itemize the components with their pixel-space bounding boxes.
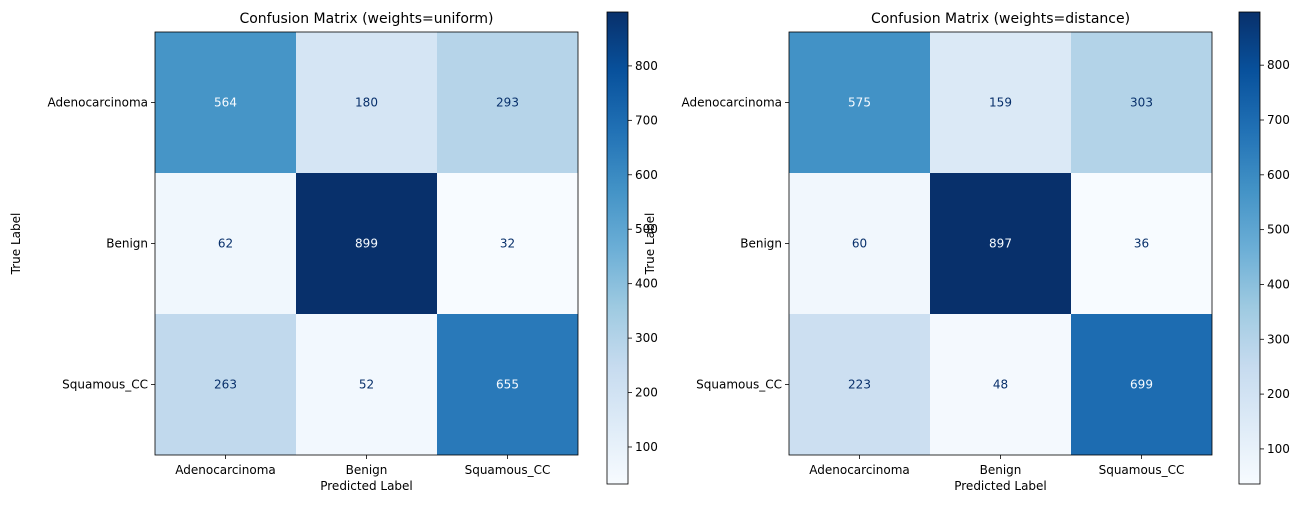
x-tick-label: Benign bbox=[346, 463, 388, 477]
x-axis-label: Predicted Label bbox=[320, 479, 413, 493]
colorbar-tick-label: 600 bbox=[1267, 168, 1290, 182]
confusion-matrix-panel-2 bbox=[789, 32, 1212, 455]
colorbar-tick-label: 600 bbox=[635, 168, 658, 182]
chart-title: Confusion Matrix (weights=uniform) bbox=[239, 11, 493, 27]
chart-title: Confusion Matrix (weights=distance) bbox=[871, 11, 1130, 27]
x-tick-label: Adenocarcinoma bbox=[175, 463, 276, 477]
colorbar-tick-label: 800 bbox=[635, 59, 658, 73]
colorbar bbox=[1238, 11, 1261, 485]
cell-value-label: 159 bbox=[989, 96, 1012, 110]
matrix-cell-r2-c0 bbox=[155, 314, 296, 455]
y-tick-label: Benign bbox=[740, 237, 782, 251]
cell-value-label: 575 bbox=[848, 96, 871, 110]
y-axis-label: True Label bbox=[643, 213, 657, 276]
cell-value-label: 180 bbox=[355, 96, 378, 110]
cell-value-label: 897 bbox=[989, 237, 1012, 251]
colorbar-tick-label: 200 bbox=[635, 386, 658, 400]
y-tick-label: Adenocarcinoma bbox=[48, 96, 149, 110]
matrix-cell-r1-c1 bbox=[930, 173, 1071, 314]
matrix-cell-r1-c1 bbox=[296, 173, 437, 314]
matrix-cell-r2-c1 bbox=[930, 314, 1071, 455]
cell-value-label: 223 bbox=[848, 378, 871, 392]
matrix-cell-r2-c0 bbox=[789, 314, 930, 455]
cell-value-label: 62 bbox=[218, 237, 233, 251]
matrix-cell-r0-c1 bbox=[296, 32, 437, 173]
colorbar-tick-label: 500 bbox=[1267, 223, 1290, 237]
colorbar-tick-label: 300 bbox=[1267, 332, 1290, 346]
matrix-cell-r0-c2 bbox=[437, 32, 578, 173]
matrix-cell-r0-c1 bbox=[930, 32, 1071, 173]
cell-value-label: 655 bbox=[496, 378, 519, 392]
matrix-cell-r0-c0 bbox=[155, 32, 296, 173]
colorbar-tick-label: 400 bbox=[1267, 277, 1290, 291]
cell-value-label: 564 bbox=[214, 96, 237, 110]
cell-value-label: 48 bbox=[993, 378, 1008, 392]
cell-value-label: 36 bbox=[1134, 237, 1149, 251]
matrix-cell-r1-c2 bbox=[1071, 173, 1212, 314]
x-tick-label: Squamous_CC bbox=[1099, 463, 1185, 477]
colorbar-tick-label: 800 bbox=[1267, 58, 1290, 72]
x-axis-label: Predicted Label bbox=[954, 479, 1047, 493]
x-tick-label: Squamous_CC bbox=[465, 463, 551, 477]
cell-value-label: 699 bbox=[1130, 378, 1153, 392]
matrix-cell-r1-c2 bbox=[437, 173, 578, 314]
colorbar-tick-label: 200 bbox=[1267, 387, 1290, 401]
cell-value-label: 60 bbox=[852, 237, 867, 251]
cell-value-label: 32 bbox=[500, 237, 515, 251]
y-tick-label: Squamous_CC bbox=[62, 378, 148, 392]
matrix-cell-r2-c1 bbox=[296, 314, 437, 455]
matrix-cell-r2-c2 bbox=[437, 314, 578, 455]
matrix-cell-r2-c2 bbox=[1071, 314, 1212, 455]
colorbar-tick-label: 300 bbox=[635, 331, 658, 345]
cell-value-label: 293 bbox=[496, 96, 519, 110]
cell-value-label: 899 bbox=[355, 237, 378, 251]
matrix-cell-r1-c0 bbox=[155, 173, 296, 314]
matrix-cell-r1-c0 bbox=[789, 173, 930, 314]
colorbar-tick-label: 100 bbox=[635, 440, 658, 454]
colorbar-tick-label: 100 bbox=[1267, 442, 1290, 456]
colorbar-tick-label: 500 bbox=[635, 222, 658, 236]
cell-value-label: 52 bbox=[359, 378, 374, 392]
matrix-cell-r0-c0 bbox=[789, 32, 930, 173]
colorbar-tick-label: 700 bbox=[1267, 113, 1290, 127]
y-tick-label: Benign bbox=[106, 237, 148, 251]
x-tick-label: Benign bbox=[980, 463, 1022, 477]
y-tick-label: Adenocarcinoma bbox=[682, 96, 783, 110]
x-tick-label: Adenocarcinoma bbox=[809, 463, 910, 477]
confusion-matrix-panel-1 bbox=[155, 32, 578, 455]
y-tick-label: Squamous_CC bbox=[696, 378, 782, 392]
y-axis-label: True Label bbox=[9, 213, 23, 276]
colorbar bbox=[606, 11, 629, 485]
colorbar-tick-label: 700 bbox=[635, 113, 658, 127]
cell-value-label: 263 bbox=[214, 378, 237, 392]
colorbar-tick-label: 400 bbox=[635, 277, 658, 291]
matrix-cell-r0-c2 bbox=[1071, 32, 1212, 173]
cell-value-label: 303 bbox=[1130, 96, 1153, 110]
